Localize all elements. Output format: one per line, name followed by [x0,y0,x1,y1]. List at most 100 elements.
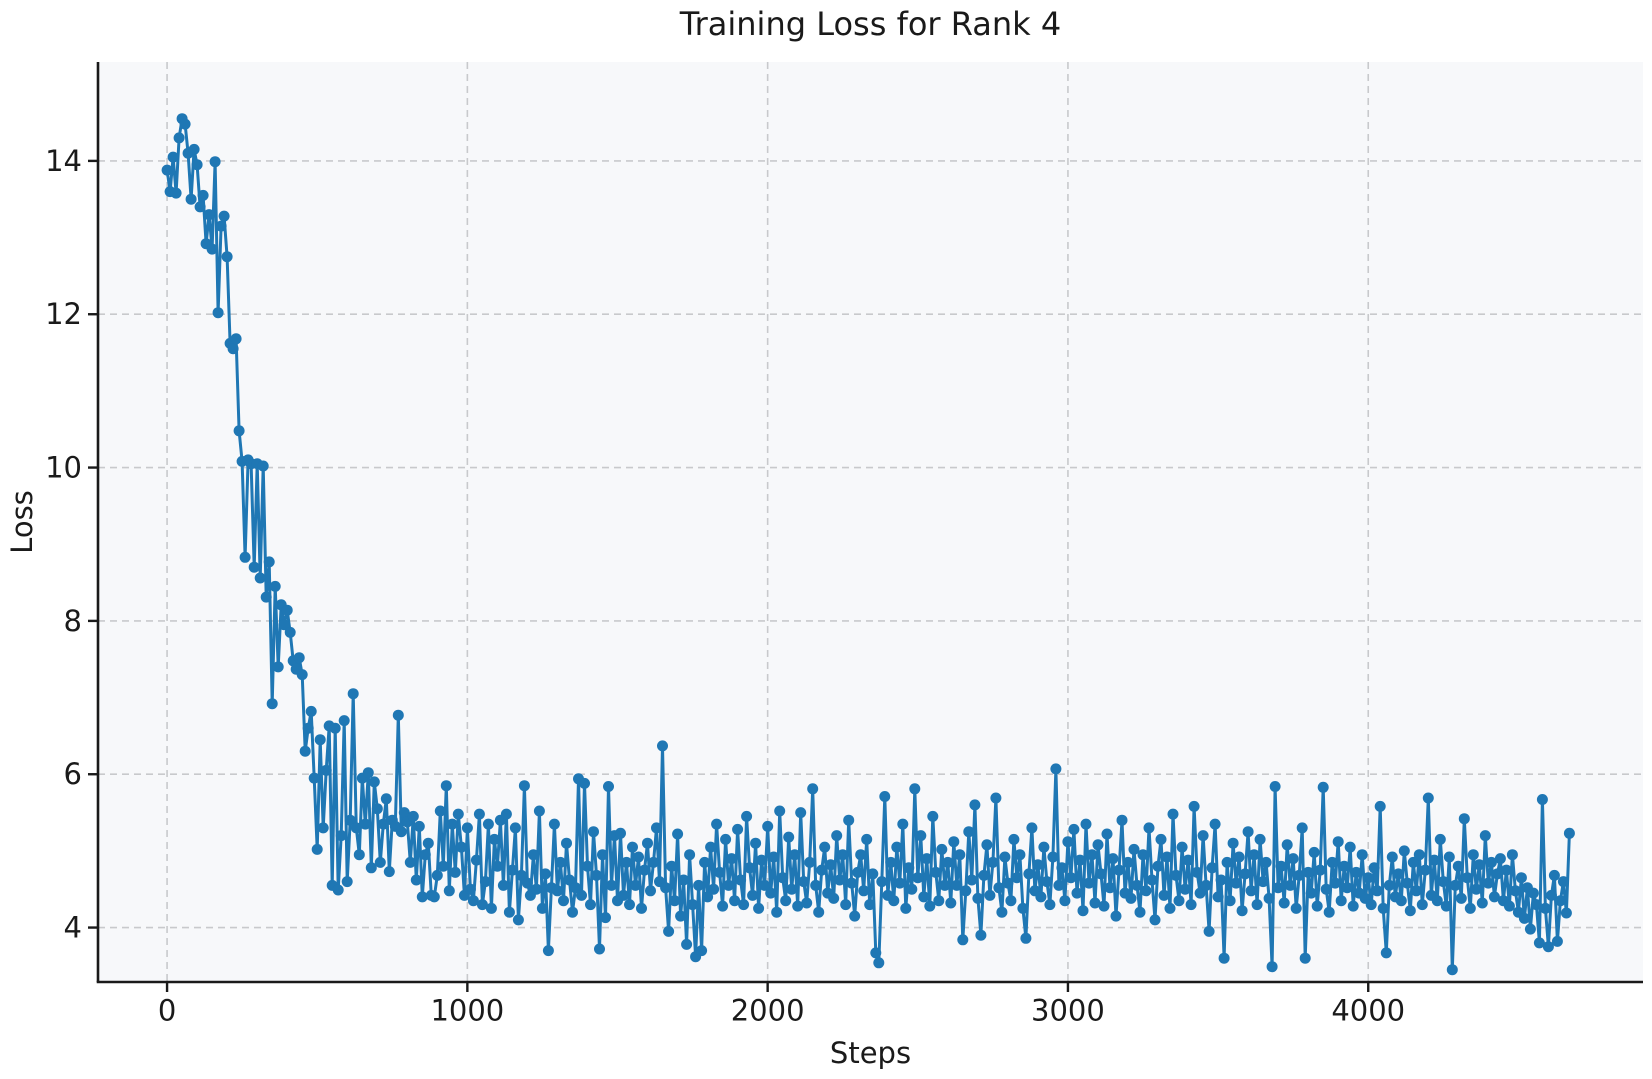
y-tick-label: 12 [45,297,82,331]
data-point [161,164,173,176]
data-point [194,201,206,213]
data-point [455,841,467,853]
y-tick-label: 4 [64,911,82,945]
data-point [1332,836,1344,848]
data-point [1464,902,1476,914]
x-tick-label: 0 [158,994,176,1028]
data-point [1167,808,1179,820]
data-point [858,885,870,897]
data-point [1032,859,1044,871]
data-point [1266,961,1278,973]
data-point [1368,862,1380,874]
plot-area [98,62,1643,982]
data-point [446,818,458,830]
data-point [651,822,662,834]
data-point [470,854,482,866]
data-point [1311,900,1323,912]
data-point [864,899,876,911]
data-point [1434,833,1446,845]
data-point [699,856,711,868]
data-point [870,947,882,959]
data-point [1143,822,1155,834]
data-point [239,551,251,563]
data-point [666,860,678,872]
data-point [452,808,464,820]
data-point [1263,892,1275,904]
data-point [1101,828,1113,840]
data-point [1533,937,1545,949]
data-point [867,868,879,880]
data-point [473,808,485,820]
data-point [1215,874,1227,886]
data-point [338,715,350,727]
data-point [813,906,825,918]
data-point [921,853,933,865]
data-point [801,897,813,909]
data-point [1290,902,1302,914]
data-point [1212,891,1224,903]
data-point [1515,872,1527,884]
data-point [1416,899,1428,911]
data-point [861,833,873,845]
data-point [1440,900,1452,912]
data-point [368,776,380,788]
data-point [1104,882,1116,894]
data-point [1563,827,1575,839]
data-point [912,872,924,884]
data-point [1326,856,1338,868]
data-point [1344,841,1356,853]
data-point [533,805,545,817]
data-point [819,841,831,853]
data-point [1005,895,1017,907]
data-point [203,209,215,221]
data-point [726,853,738,865]
data-point [548,818,560,830]
data-point [302,722,314,734]
data-point [1479,830,1491,842]
data-point [551,885,563,897]
data-point [1023,868,1035,880]
data-point [314,734,326,746]
data-point [915,830,927,842]
data-point [1107,853,1119,865]
data-point [419,849,431,861]
data-point [1470,883,1482,895]
data-point [416,891,428,903]
data-point [1530,899,1542,911]
data-point [1554,895,1566,907]
data-point [906,883,918,895]
data-point [527,849,539,861]
data-point [254,572,266,584]
data-point [1191,866,1203,878]
data-point [1317,781,1329,793]
data-point [1014,849,1026,861]
data-point [1131,879,1143,891]
data-point [1194,887,1206,899]
data-point [855,849,867,861]
data-point [1170,869,1182,881]
data-point [311,843,323,855]
data-point [681,938,693,950]
data-point [1404,905,1416,917]
data-point [786,883,798,895]
data-point [1461,872,1473,884]
data-point [374,856,386,868]
data-point [837,849,849,861]
data-point [597,849,608,861]
data-point [1248,849,1260,861]
data-point [1284,879,1296,891]
data-point [476,899,488,911]
data-point [1320,883,1332,895]
data-point [918,891,930,903]
data-point [284,626,296,638]
data-point [173,132,185,144]
data-point [1065,872,1077,884]
data-point [1503,900,1515,912]
data-point [927,810,939,822]
data-point [990,792,1002,804]
data-point [1467,849,1479,861]
data-point [1287,853,1299,865]
data-point [630,879,641,891]
data-point [1044,899,1056,911]
